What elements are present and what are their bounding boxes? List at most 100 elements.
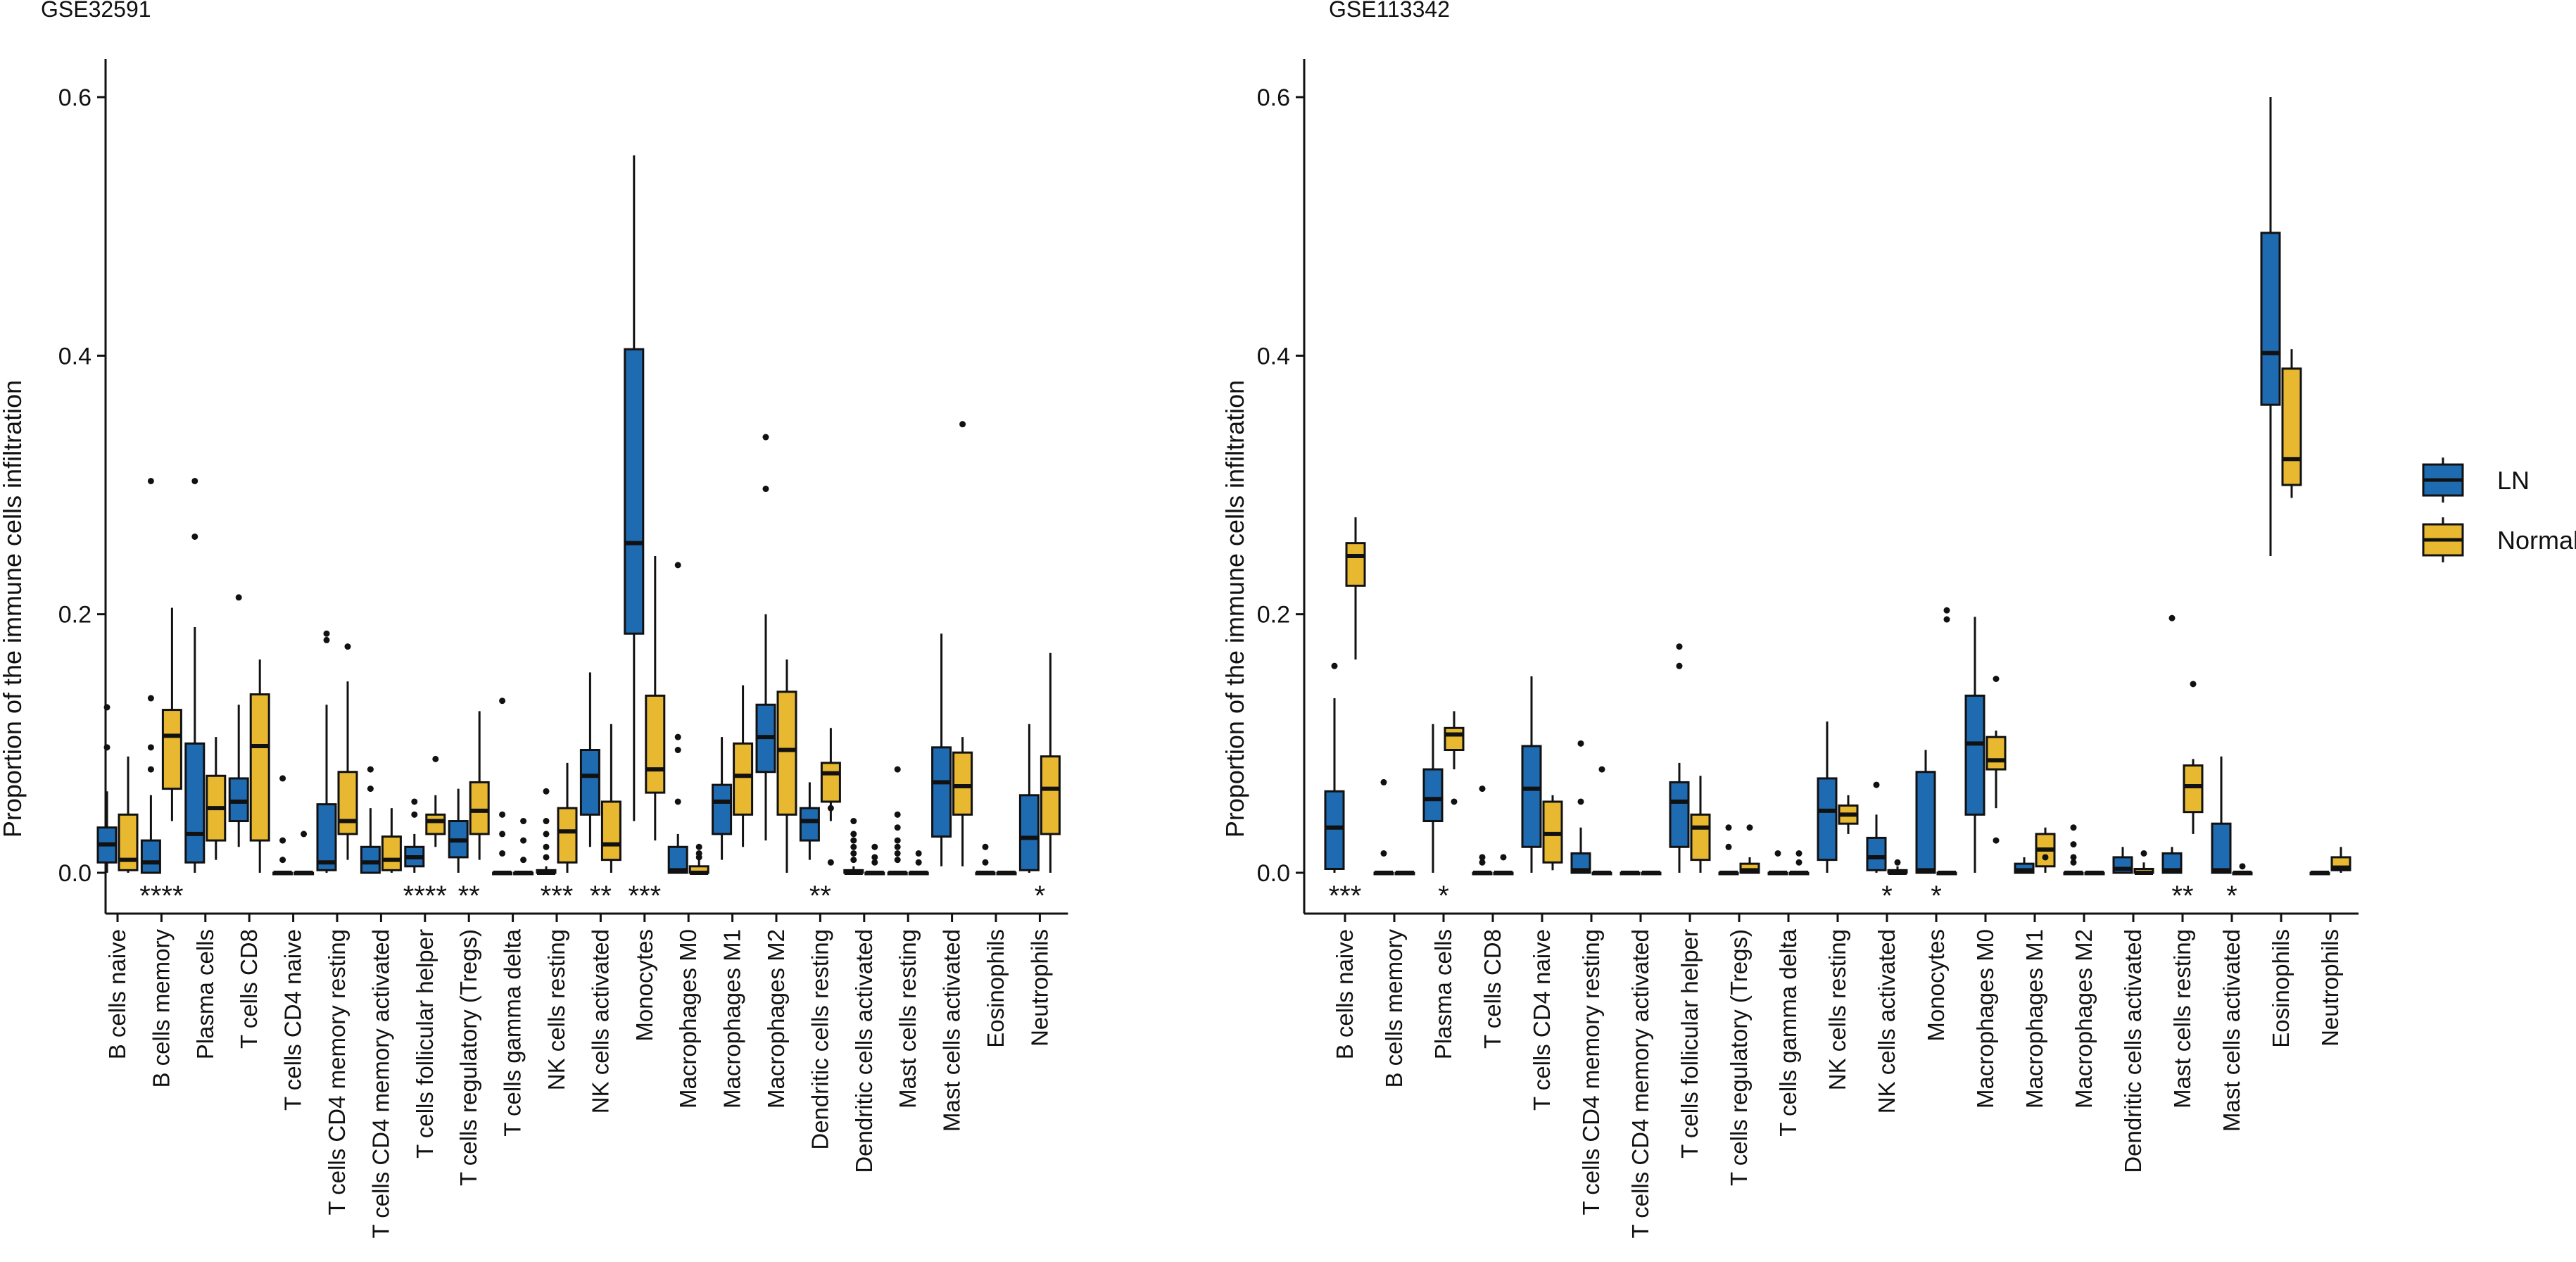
- box-ln[interactable]: [140, 477, 161, 874]
- box-ln[interactable]: [799, 782, 820, 860]
- box-ln[interactable]: [755, 434, 776, 841]
- box-ln[interactable]: [448, 788, 469, 873]
- box-normal[interactable]: [2281, 349, 2302, 498]
- box-normal[interactable]: [1542, 795, 1563, 871]
- box-normal[interactable]: [688, 843, 709, 875]
- box-normal[interactable]: [820, 728, 841, 866]
- box-ln[interactable]: [931, 633, 952, 866]
- box-normal[interactable]: [425, 755, 446, 847]
- box-ln[interactable]: [1521, 676, 1542, 873]
- box-normal[interactable]: [600, 724, 621, 873]
- box-normal[interactable]: [1985, 676, 2007, 844]
- box-normal[interactable]: [2133, 850, 2154, 875]
- box-iqr: [733, 742, 754, 816]
- box-normal[interactable]: [733, 685, 754, 847]
- box-normal[interactable]: [2183, 681, 2204, 834]
- box-ln[interactable]: [624, 155, 645, 821]
- box-normal[interactable]: [2084, 871, 2105, 876]
- box-ln[interactable]: [1570, 740, 1591, 874]
- box-ln[interactable]: [2211, 756, 2232, 874]
- box-ln[interactable]: [1767, 850, 1788, 876]
- significance-label: **: [2171, 881, 2193, 911]
- box-normal[interactable]: [557, 762, 578, 873]
- outlier-point: [1479, 859, 1486, 866]
- panel-gse32591: GSE32591 Proportion of the immune cells …: [0, 0, 1068, 1239]
- box-ln[interactable]: [2112, 847, 2133, 874]
- box-normal[interactable]: [864, 843, 885, 876]
- box-normal[interactable]: [1936, 607, 1957, 876]
- category-macrophages-m0: Macrophages M0: [1964, 617, 2007, 1109]
- box-ln[interactable]: [1866, 781, 1887, 873]
- box-ln[interactable]: [1964, 617, 1985, 873]
- box-iqr: [2183, 764, 2204, 814]
- box-ln[interactable]: [579, 672, 600, 847]
- box-normal[interactable]: [1887, 859, 1908, 875]
- box-normal[interactable]: [1444, 711, 1465, 805]
- box-normal[interactable]: [161, 607, 182, 821]
- box-ln[interactable]: [360, 766, 381, 874]
- box-ln[interactable]: [1669, 643, 1690, 873]
- box-ln[interactable]: [1422, 724, 1444, 873]
- box-ln[interactable]: [1620, 871, 1641, 876]
- outlier-point: [674, 747, 681, 754]
- box-ln[interactable]: [184, 477, 206, 873]
- box-ln[interactable]: [712, 737, 733, 860]
- box-normal[interactable]: [1040, 652, 1061, 873]
- outlier-point: [2168, 614, 2176, 621]
- box-normal[interactable]: [469, 711, 490, 860]
- box-ln[interactable]: [1373, 778, 1394, 876]
- box-ln[interactable]: [2063, 824, 2084, 876]
- box-normal[interactable]: [776, 659, 797, 873]
- box-normal[interactable]: [293, 831, 315, 876]
- box-ln[interactable]: [1817, 721, 1838, 873]
- box-normal[interactable]: [1739, 824, 1760, 874]
- box-ln[interactable]: [667, 562, 688, 874]
- box-ln[interactable]: [1472, 785, 1493, 876]
- box-ln[interactable]: [96, 704, 118, 873]
- box-ln[interactable]: [404, 798, 425, 873]
- box-ln[interactable]: [2309, 871, 2330, 876]
- y-axis-title: Proportion of the immune cells infiltrat…: [0, 380, 27, 838]
- box-normal[interactable]: [2330, 847, 2351, 873]
- box-ln[interactable]: [272, 775, 293, 876]
- outlier-point: [850, 850, 857, 857]
- box-normal[interactable]: [206, 737, 227, 860]
- box-ln[interactable]: [843, 818, 864, 875]
- box-normal[interactable]: [996, 871, 1017, 876]
- outlier-point: [1479, 854, 1486, 861]
- box-normal[interactable]: [1493, 854, 1514, 876]
- box-ln[interactable]: [2014, 857, 2035, 874]
- box-ln[interactable]: [316, 630, 337, 873]
- box-normal[interactable]: [1345, 517, 1366, 660]
- box-normal[interactable]: [1394, 871, 1415, 876]
- box-normal[interactable]: [1591, 766, 1612, 876]
- box-ln[interactable]: [2260, 97, 2281, 557]
- box-normal[interactable]: [381, 808, 402, 873]
- box-ln[interactable]: [887, 766, 908, 876]
- box-normal[interactable]: [2035, 827, 2056, 873]
- box-ln[interactable]: [975, 843, 996, 876]
- box-normal[interactable]: [337, 643, 358, 860]
- box-normal[interactable]: [2232, 863, 2253, 876]
- box-normal[interactable]: [1641, 871, 1662, 876]
- box-ln[interactable]: [228, 594, 249, 847]
- box-ln[interactable]: [1018, 724, 1040, 873]
- box-ln[interactable]: [1718, 824, 1739, 876]
- box-normal[interactable]: [1690, 776, 1711, 873]
- box-normal[interactable]: [645, 556, 666, 841]
- box-normal[interactable]: [1788, 850, 1810, 876]
- significance-label: ***: [628, 881, 661, 911]
- box-ln[interactable]: [2161, 614, 2183, 874]
- panel-title: GSE113342: [1329, 0, 1450, 22]
- box-normal[interactable]: [513, 818, 534, 876]
- box-normal[interactable]: [952, 421, 973, 866]
- box-ln[interactable]: [1915, 750, 1936, 874]
- box-normal[interactable]: [249, 659, 270, 873]
- box-normal[interactable]: [908, 850, 929, 876]
- box-normal[interactable]: [1838, 795, 1859, 834]
- box-ln[interactable]: [536, 788, 557, 875]
- box-ln[interactable]: [1324, 662, 1345, 873]
- box-ln[interactable]: [492, 698, 513, 876]
- category-b-cells-memory: B cells memory: [1373, 778, 1415, 1088]
- box-normal[interactable]: [118, 756, 139, 873]
